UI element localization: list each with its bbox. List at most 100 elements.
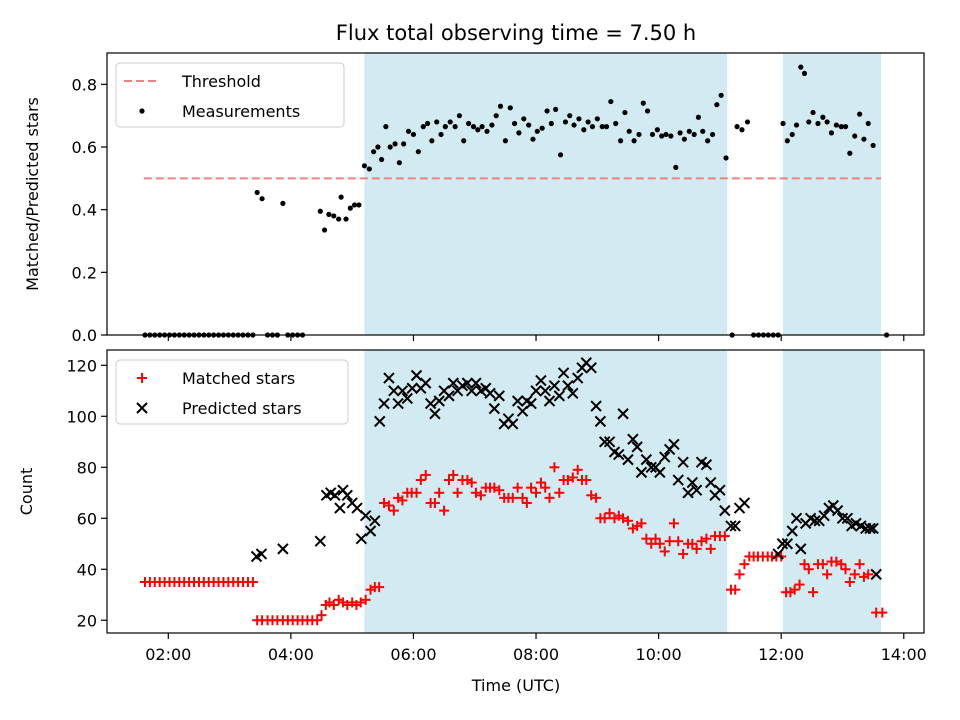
data-point <box>312 615 323 626</box>
data-point <box>677 456 689 468</box>
data-point <box>719 504 731 517</box>
y-tick-label: 0.8 <box>72 75 97 94</box>
data-point <box>608 98 614 105</box>
y-axis-label: Count <box>17 468 36 516</box>
data-point <box>686 476 699 489</box>
data-point <box>687 538 698 549</box>
figure-title: Flux total observing time = 7.50 h <box>336 21 696 45</box>
data-point <box>420 377 432 389</box>
data-point <box>635 466 648 479</box>
data-point <box>585 362 597 374</box>
data-point <box>397 495 408 506</box>
data-point <box>383 372 395 384</box>
data-point <box>540 482 551 493</box>
data-point <box>709 131 716 138</box>
data-point <box>622 515 633 526</box>
data-point <box>613 448 625 461</box>
data-point <box>255 548 268 560</box>
data-point <box>343 216 349 222</box>
data-point <box>364 525 377 537</box>
data-point <box>388 385 400 397</box>
x-tick-label: 14:00 <box>881 645 927 664</box>
data-point <box>681 136 687 142</box>
data-point <box>530 136 536 142</box>
data-point <box>526 122 532 128</box>
data-point <box>793 122 800 128</box>
data-point <box>718 92 724 98</box>
data-point <box>646 538 657 549</box>
data-point <box>378 156 385 163</box>
data-point <box>534 128 540 134</box>
legend-key <box>136 402 148 414</box>
data-point <box>668 518 679 529</box>
data-point <box>806 119 812 125</box>
data-point <box>870 142 876 149</box>
legend-key <box>139 108 145 114</box>
data-point <box>452 487 463 498</box>
data-point <box>701 533 712 544</box>
data-point <box>424 120 431 127</box>
data-point <box>383 500 394 511</box>
data-point <box>360 594 371 605</box>
data-point <box>410 131 417 138</box>
y-tick-label: 0.6 <box>72 138 97 157</box>
data-point <box>852 133 858 139</box>
data-point <box>672 474 684 486</box>
x-tick-label: 08:00 <box>513 645 559 664</box>
legend: Threshold Measurements <box>115 62 345 128</box>
data-point <box>789 584 800 595</box>
data-point <box>247 577 258 588</box>
data-point <box>857 111 863 117</box>
data-point <box>502 138 508 144</box>
data-point <box>795 543 807 555</box>
data-point <box>557 152 564 158</box>
data-point <box>442 124 448 130</box>
data-point <box>645 461 657 473</box>
data-point <box>544 492 555 503</box>
data-point <box>603 124 610 130</box>
data-point <box>567 472 578 483</box>
data-point <box>470 124 477 130</box>
data-point <box>444 475 454 486</box>
data-point <box>836 512 849 524</box>
data-point <box>815 120 821 127</box>
data-point <box>820 114 826 120</box>
data-point <box>700 459 713 471</box>
data-point <box>539 125 545 131</box>
data-point <box>838 124 844 130</box>
data-point <box>739 559 750 570</box>
x-tick-label: 02:00 <box>145 645 191 664</box>
data-point <box>734 124 740 130</box>
data-point <box>562 379 574 392</box>
data-point <box>387 144 393 150</box>
data-point <box>854 559 865 570</box>
data-point <box>553 106 559 112</box>
data-point <box>511 120 518 127</box>
legend-label: Predicted stars <box>182 399 302 418</box>
data-point <box>828 130 835 136</box>
series-matched-stars <box>140 462 888 626</box>
y-axis-label: Matched/Predicted stars <box>23 97 42 291</box>
data-point <box>334 502 346 514</box>
data-point <box>531 487 542 498</box>
data-point <box>723 155 729 161</box>
data-point <box>433 395 445 407</box>
data-point <box>328 599 339 610</box>
data-point <box>392 141 398 147</box>
data-point <box>627 433 639 445</box>
data-point <box>659 451 671 463</box>
data-point <box>877 607 888 618</box>
data-point <box>356 202 362 208</box>
x-axis-label: Time (UTC) <box>471 676 560 695</box>
data-point <box>691 543 702 554</box>
data-point <box>654 466 666 479</box>
data-point <box>591 492 602 503</box>
data-point <box>484 128 490 134</box>
data-point <box>772 548 784 560</box>
data-point <box>511 395 524 407</box>
x-tick-label: 10:00 <box>636 645 682 664</box>
data-point <box>781 538 794 550</box>
data-point <box>705 138 711 144</box>
data-point <box>677 130 683 136</box>
data-point <box>512 482 523 493</box>
